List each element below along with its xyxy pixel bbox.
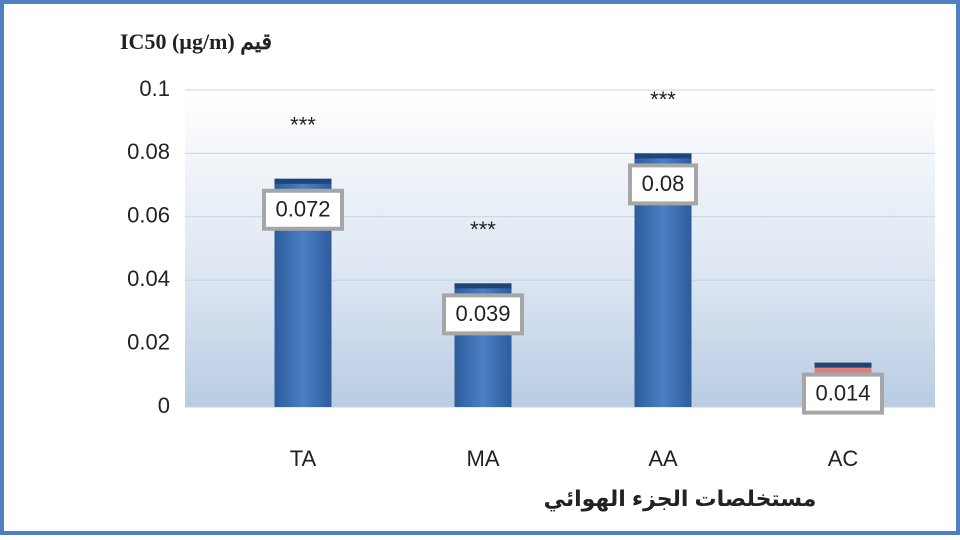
x-tick-label: MA	[467, 446, 500, 471]
x-tick-label: AA	[648, 446, 678, 471]
x-tick-label: AC	[828, 446, 859, 471]
data-label: 0.072	[275, 197, 330, 222]
y-tick-label: 0.04	[127, 266, 170, 291]
bar-cap	[274, 178, 332, 184]
significance-label: ***	[650, 87, 676, 112]
y-tick-label: 0	[158, 393, 170, 418]
bar-cap	[634, 153, 692, 159]
data-label: 0.014	[815, 380, 870, 405]
data-label: 0.039	[455, 301, 510, 326]
data-label-box	[628, 163, 698, 206]
y-tick-label: 0.1	[139, 76, 170, 101]
y-tick-label: 0.02	[127, 329, 170, 354]
significance-label: ***	[470, 217, 496, 242]
x-axis-label: مستخلصات الجزء الهوائي	[544, 486, 817, 512]
y-tick-label: 0.08	[127, 139, 170, 164]
bar-cap	[814, 362, 872, 368]
data-label-box	[442, 293, 524, 336]
chart-title: IC50 (µg/m) قيم	[120, 29, 272, 55]
x-tick-label: TA	[290, 446, 317, 471]
data-label-box	[262, 188, 344, 231]
bar-cap	[454, 283, 512, 289]
data-label: 0.08	[642, 171, 685, 196]
significance-label: ***	[290, 113, 316, 138]
data-label-box	[802, 372, 884, 415]
y-tick-label: 0.06	[127, 203, 170, 228]
